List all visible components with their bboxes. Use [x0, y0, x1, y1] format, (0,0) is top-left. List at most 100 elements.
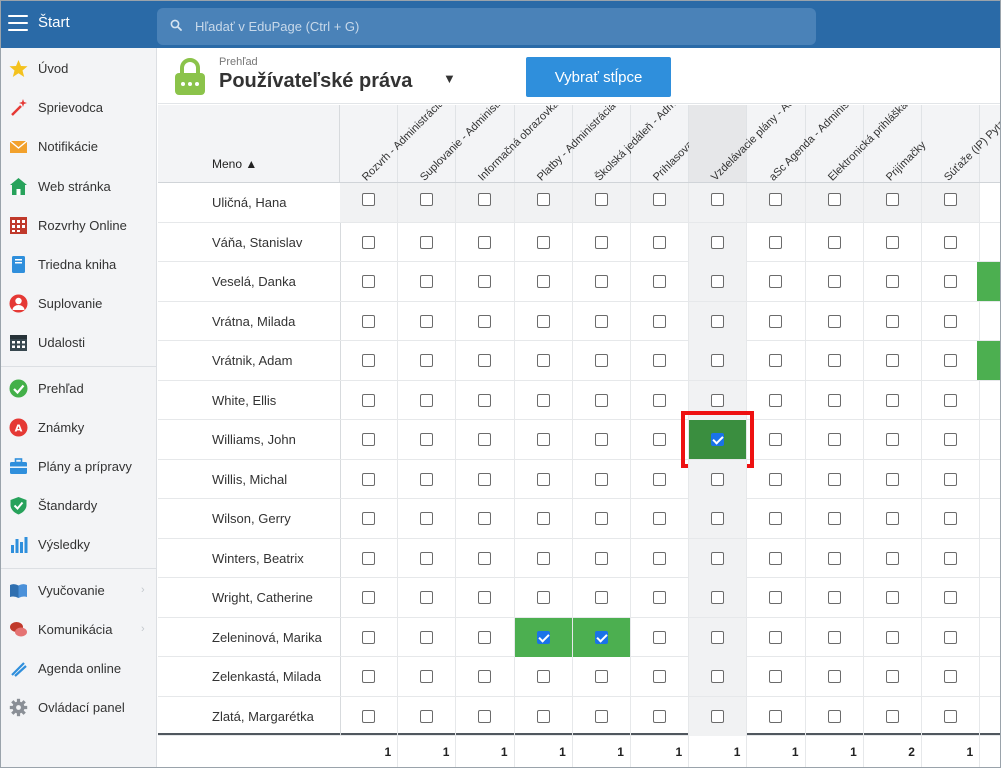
permission-cell[interactable]	[398, 499, 457, 538]
permission-cell[interactable]	[864, 420, 922, 459]
column-header[interactable]: Elektronická prihláška - Administrácia	[806, 105, 963, 182]
permission-cell-partial[interactable]	[977, 262, 1000, 301]
permission-cell[interactable]	[747, 657, 806, 696]
checkbox[interactable]	[478, 670, 492, 683]
permission-cell[interactable]	[864, 538, 922, 578]
checkbox[interactable]	[769, 275, 783, 288]
checkbox[interactable]	[944, 275, 958, 288]
checkbox[interactable]	[478, 314, 492, 328]
checkbox[interactable]	[653, 512, 667, 525]
permission-cell[interactable]	[689, 499, 748, 538]
checkbox[interactable]	[711, 275, 725, 288]
permission-cell[interactable]	[398, 578, 457, 617]
sidebar-item[interactable]: Rozvrhy Online	[1, 207, 156, 243]
permission-cell[interactable]	[340, 420, 399, 459]
checkbox[interactable]	[885, 393, 899, 407]
checkbox[interactable]	[711, 709, 725, 723]
checkbox[interactable]	[827, 393, 841, 407]
permission-cell[interactable]	[631, 222, 690, 262]
permission-cell[interactable]	[573, 380, 631, 420]
search-input[interactable]	[195, 8, 795, 45]
permission-cell[interactable]	[631, 183, 690, 222]
permission-cell[interactable]	[864, 657, 922, 696]
checkbox[interactable]	[711, 630, 725, 644]
permission-cell[interactable]	[747, 341, 806, 380]
permission-cell[interactable]	[456, 459, 515, 499]
permission-cell[interactable]	[631, 499, 690, 538]
checkbox[interactable]	[769, 670, 783, 683]
checkbox[interactable]	[885, 354, 899, 367]
checkbox[interactable]	[536, 591, 550, 604]
permission-cell[interactable]	[456, 341, 515, 380]
checkbox[interactable]	[594, 551, 608, 565]
permission-cell[interactable]	[747, 301, 806, 341]
permission-cell[interactable]	[573, 420, 631, 459]
permission-cell[interactable]	[864, 459, 922, 499]
checkbox[interactable]	[885, 630, 899, 644]
permission-cell[interactable]	[398, 222, 457, 262]
permission-cell[interactable]	[689, 341, 748, 380]
permission-cell[interactable]	[689, 538, 748, 578]
checkbox[interactable]	[711, 235, 725, 249]
checkbox[interactable]	[653, 393, 667, 407]
permission-cell[interactable]	[514, 183, 573, 222]
sidebar-item[interactable]: Triedna kniha	[1, 246, 156, 282]
permission-cell[interactable]	[398, 301, 457, 341]
checkbox[interactable]	[944, 193, 958, 206]
checkbox[interactable]	[536, 551, 550, 565]
checkbox[interactable]	[420, 393, 434, 407]
permission-cell[interactable]	[340, 459, 399, 499]
permission-cell[interactable]	[340, 262, 399, 301]
checkbox[interactable]	[478, 591, 492, 604]
permission-cell[interactable]	[398, 420, 457, 459]
checkbox[interactable]	[362, 472, 376, 486]
permission-cell[interactable]	[515, 538, 573, 578]
permission-cell[interactable]	[340, 301, 399, 341]
checkbox[interactable]	[944, 512, 958, 525]
permission-cell[interactable]	[340, 380, 399, 420]
permission-cell[interactable]	[922, 578, 981, 617]
column-header[interactable]: aSc Agenda - Administrácia (Krúžky)	[747, 105, 902, 182]
permission-cell[interactable]	[340, 657, 399, 696]
permission-cell[interactable]	[806, 657, 864, 696]
permission-cell[interactable]	[922, 301, 981, 341]
sidebar-item[interactable]: Komunikácia ›	[1, 611, 156, 647]
permission-cell[interactable]	[806, 578, 864, 617]
permission-cell[interactable]	[515, 222, 573, 262]
permission-cell[interactable]	[689, 617, 748, 657]
permission-cell[interactable]	[689, 657, 748, 696]
permission-cell[interactable]	[689, 222, 748, 262]
checkbox[interactable]	[478, 393, 492, 407]
permission-cell[interactable]	[631, 538, 690, 578]
permission-cell[interactable]	[864, 341, 922, 380]
checkbox[interactable]	[769, 433, 783, 446]
permission-cell[interactable]	[864, 578, 922, 617]
checkbox[interactable]	[536, 275, 550, 288]
permission-cell[interactable]	[573, 222, 631, 262]
permission-cell[interactable]	[922, 222, 981, 262]
checkbox[interactable]	[827, 193, 841, 206]
checkbox[interactable]	[362, 275, 376, 288]
sidebar-item[interactable]: Notifikácie	[1, 128, 156, 164]
permission-cell[interactable]	[515, 341, 573, 380]
checkbox[interactable]	[536, 709, 550, 723]
checkbox[interactable]	[885, 512, 899, 525]
sidebar-item[interactable]: Výsledky	[1, 526, 156, 562]
checkbox[interactable]	[769, 354, 783, 367]
permission-cell[interactable]	[398, 657, 457, 696]
permission-cell[interactable]	[398, 459, 457, 499]
checkbox[interactable]	[594, 275, 608, 288]
checkbox[interactable]	[420, 314, 434, 328]
permission-cell[interactable]	[456, 538, 515, 578]
permission-cell[interactable]	[747, 459, 806, 499]
checkbox[interactable]	[594, 512, 608, 525]
checkbox[interactable]	[536, 670, 550, 683]
permission-cell[interactable]	[573, 578, 631, 617]
sidebar-item[interactable]: Vyučovanie ›	[1, 572, 156, 608]
permission-cell[interactable]	[922, 183, 981, 222]
checkbox[interactable]	[536, 354, 550, 367]
select-columns-button[interactable]: Vybrať stĺpce	[526, 57, 671, 97]
hamburger-menu-icon[interactable]	[8, 15, 28, 31]
checkbox[interactable]	[944, 670, 958, 683]
permission-cell[interactable]	[398, 696, 457, 736]
